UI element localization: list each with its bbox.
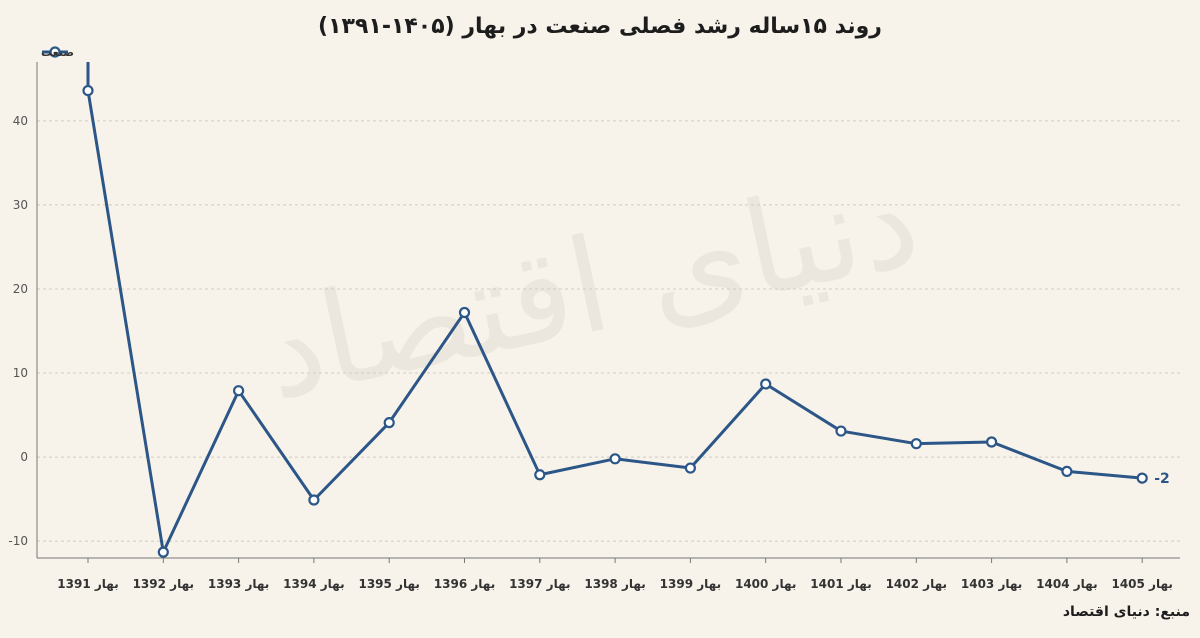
y-tick-labels: -10 0 10 20 30 40 — [8, 114, 28, 548]
x-tick-label: بهار 1404 — [1036, 577, 1097, 591]
x-tick-label: بهار 1395 — [358, 577, 419, 591]
legend-label: صنعت — [41, 46, 74, 59]
y-tick-label: -10 — [8, 534, 28, 548]
y-tick-label: 10 — [13, 366, 28, 380]
x-tick-label: بهار 1402 — [886, 577, 947, 591]
data-point — [1136, 472, 1148, 484]
x-tick-label: بهار 1394 — [283, 577, 344, 591]
annotations: -2 — [1154, 471, 1170, 487]
data-point — [609, 453, 621, 465]
data-point — [233, 385, 245, 397]
data-point — [684, 462, 697, 474]
x-tick-label: بهار 1398 — [584, 577, 645, 591]
data-point — [534, 469, 546, 481]
chart-title: روند ۱۵ساله رشد فصلی صنعت در بهار (۱۴۰۵-… — [318, 14, 882, 39]
data-point — [985, 436, 998, 448]
legend: صنعت — [41, 46, 74, 59]
x-tick-label: بهار 1393 — [208, 577, 269, 591]
x-tick-label: بهار 1403 — [961, 577, 1022, 591]
gridlines — [37, 120, 1180, 542]
x-tick-label: بهار 1401 — [810, 577, 871, 591]
y-tick-label: 0 — [20, 450, 28, 464]
x-tick-label: بهار 1396 — [434, 577, 495, 591]
data-point — [1061, 465, 1073, 478]
series-line — [86, 62, 1143, 554]
y-tick-label: 30 — [13, 198, 28, 212]
data-point — [835, 425, 847, 437]
data-point — [157, 546, 169, 558]
data-point — [458, 306, 471, 319]
x-tick-label: بهار 1399 — [660, 577, 721, 591]
data-point — [910, 438, 922, 450]
y-tick-label: 40 — [13, 114, 28, 128]
x-tick-label: بهار 1392 — [133, 577, 194, 591]
source-label: منبع: دنیای اقتصاد — [1062, 604, 1190, 620]
x-tick-label: بهار 1391 — [57, 577, 118, 591]
axes — [36, 62, 1180, 563]
data-point — [760, 378, 772, 390]
data-point — [383, 417, 395, 429]
data-label: -2 — [1154, 471, 1170, 487]
legend-marker — [49, 46, 61, 58]
x-tick-label: بهار 1405 — [1111, 577, 1172, 591]
x-tick-labels: بهار 1391 بهار 1392 بهار 1393 بهار 1394 بهار… — [57, 577, 1173, 591]
x-tick-label: بهار 1400 — [735, 577, 796, 591]
data-point — [82, 84, 94, 97]
watermark-text: دنیای اقتصاد — [250, 143, 931, 430]
x-tick-label: بهار 1397 — [509, 577, 570, 591]
y-tick-label: 20 — [13, 282, 28, 296]
data-point — [308, 494, 320, 506]
series-industry — [82, 62, 1148, 558]
